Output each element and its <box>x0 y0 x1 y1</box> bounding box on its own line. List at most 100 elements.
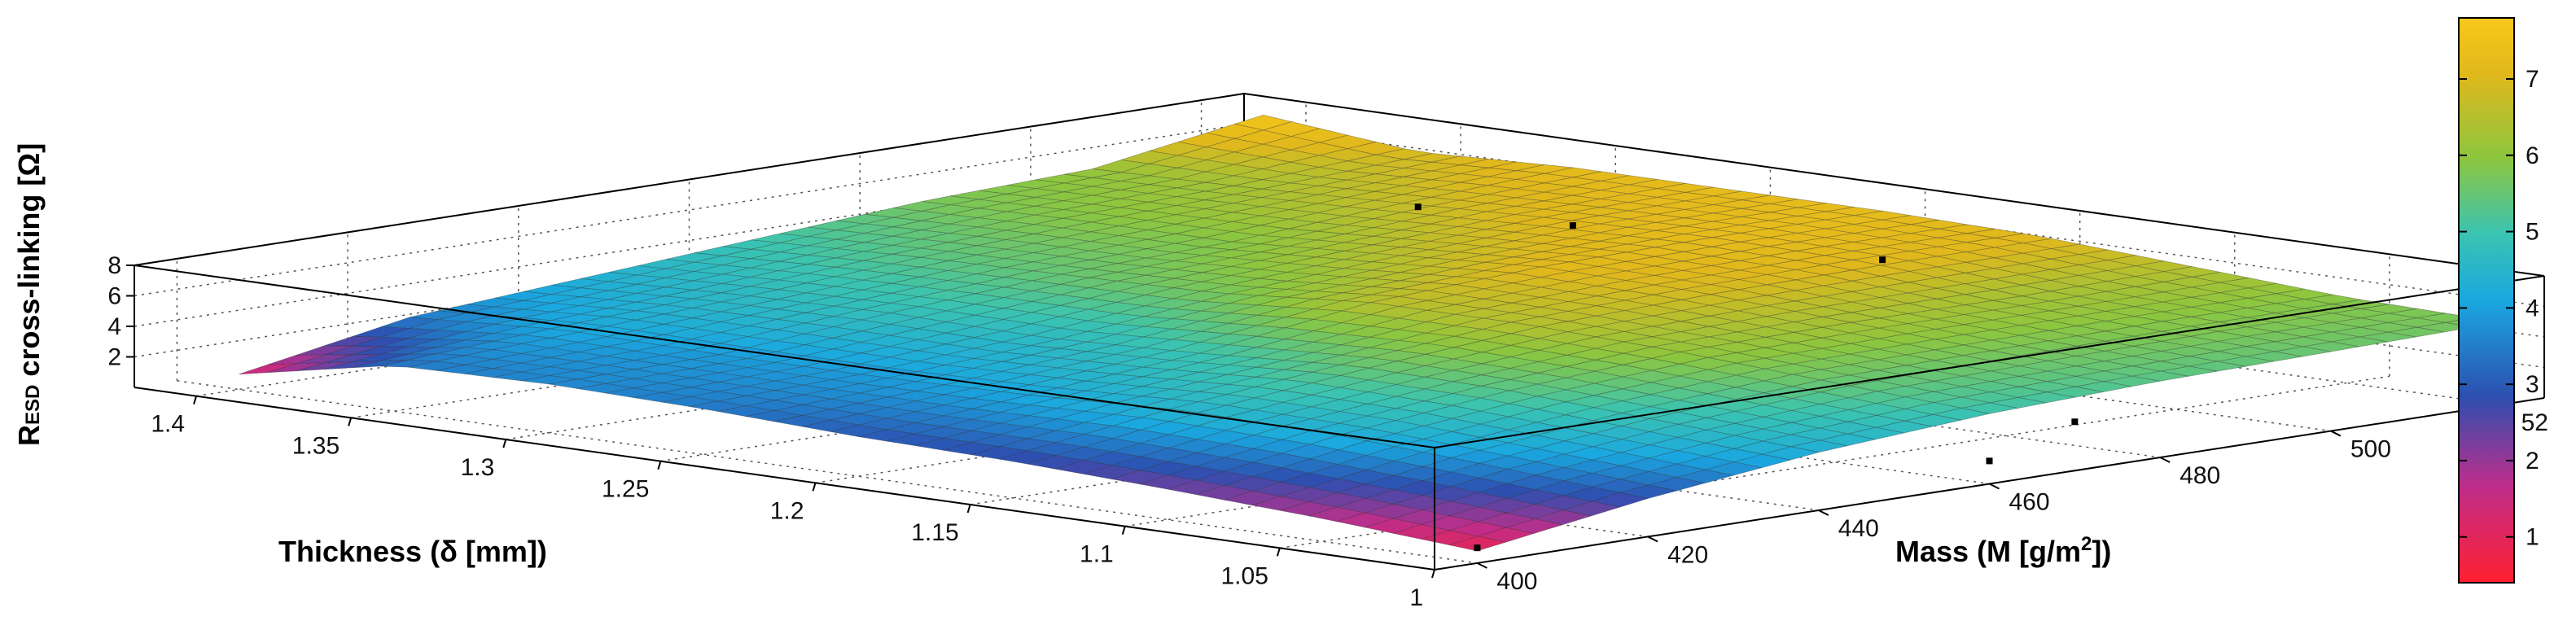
surface-cell <box>1233 179 1290 190</box>
surface-cell <box>1684 195 1741 205</box>
y-tick-label: 52 <box>2521 409 2548 436</box>
surface-cell <box>438 304 495 314</box>
colorbar-tick-label: 4 <box>2526 295 2539 321</box>
surface-cell <box>1195 485 1253 501</box>
surface-cell <box>1198 394 1255 406</box>
y-tick-mark <box>2159 457 2171 463</box>
data-point <box>1879 256 1886 264</box>
grid-line <box>1030 247 2331 432</box>
surface-cell <box>1255 369 1312 380</box>
surface-cell <box>2162 316 2219 327</box>
surface-cell <box>1343 244 1401 254</box>
surface-cell <box>1796 228 1854 238</box>
surface-cell <box>1144 298 1202 309</box>
box-edge <box>134 265 1435 448</box>
surface-cell <box>1290 177 1347 186</box>
surface-cell <box>1229 286 1286 296</box>
surface-cell <box>1854 210 1911 221</box>
surface-cell <box>1403 161 1461 172</box>
surface-cell <box>1317 197 1374 208</box>
surface-cell <box>830 424 887 437</box>
surface-cell <box>1430 190 1487 201</box>
surface-cell <box>1656 200 1713 210</box>
surface-cell <box>1005 214 1063 225</box>
y-tick-label: 400 <box>1496 568 1537 595</box>
surface-cell <box>1938 224 1996 234</box>
y-axis-label: Mass (M [g/m2]) <box>1895 533 2111 568</box>
surface-cell <box>295 361 353 372</box>
surface-cell <box>1507 448 1565 462</box>
y-tick-mark <box>1476 562 1487 569</box>
surface-cell <box>689 400 747 412</box>
surface-cell <box>1119 220 1176 230</box>
surface-cell <box>977 221 1035 231</box>
x-tick-mark <box>1121 526 1126 535</box>
surface-cell <box>1485 240 1542 250</box>
surface-cell <box>1282 383 1340 396</box>
surface-cell <box>893 201 950 212</box>
surface-cell <box>1739 237 1797 247</box>
surface-cell <box>1597 251 1655 262</box>
z-axis-label-sub: ESD <box>22 385 44 425</box>
surface-cell <box>1089 271 1146 282</box>
surface-cell <box>1338 403 1396 417</box>
surface-cell <box>1226 386 1284 399</box>
x-tick-label: 1.25 <box>602 476 649 503</box>
surface-cell <box>1515 182 1573 193</box>
surface-cell <box>1542 229 1599 239</box>
surface-cell <box>2274 346 2331 357</box>
surface-cell <box>607 310 664 321</box>
surface-cell <box>948 245 1005 256</box>
surface-cell <box>1544 167 1601 178</box>
surface-cell <box>1343 278 1400 287</box>
surface-cell <box>1400 249 1457 259</box>
surface-cell <box>1342 294 1400 304</box>
surface-cell <box>1347 164 1404 175</box>
surface-cell <box>1848 380 1906 392</box>
surface-cell <box>1539 321 1596 333</box>
surface-cell <box>1627 221 1684 231</box>
surface-cell <box>1197 404 1255 418</box>
surface-cell <box>1195 470 1253 487</box>
surface-cell <box>830 402 887 414</box>
x-tick-mark <box>348 418 353 426</box>
surface-cell <box>1459 167 1517 177</box>
x-tick-mark <box>966 504 971 514</box>
x-tick-mark <box>193 396 198 404</box>
surface-cell <box>718 367 776 378</box>
surface-cell <box>1056 410 1114 423</box>
data-point <box>1414 203 1422 211</box>
surface-cell <box>1257 288 1315 298</box>
surface-cell <box>1028 377 1086 389</box>
z-axis-label-main: R <box>12 425 46 446</box>
surface-cell <box>1544 186 1601 196</box>
surface-cell <box>1628 205 1685 215</box>
surface-cell <box>2162 306 2219 317</box>
surface-cell <box>1824 250 1882 260</box>
surface-cell <box>1308 478 1366 494</box>
x-axis-label: Thickness (δ [mm]) <box>278 535 547 568</box>
surface-cell <box>1205 175 1262 186</box>
surface-cell <box>1233 168 1290 181</box>
surface-cell <box>1262 136 1320 151</box>
surface-cell <box>1115 326 1172 338</box>
surface-cell <box>1592 452 1649 466</box>
grid-line <box>177 380 1478 564</box>
surface-cell <box>1088 301 1145 314</box>
surface-cell <box>1373 194 1431 204</box>
surface-cell <box>1317 188 1375 199</box>
surface-cell <box>922 195 979 206</box>
surface-cell <box>1481 368 1538 380</box>
surface-cell <box>1431 155 1489 166</box>
axes-box-front <box>134 265 2545 571</box>
surface-cell <box>1399 273 1457 283</box>
surface-cell <box>1002 323 1059 336</box>
surface-cell <box>520 375 577 385</box>
surface-cell <box>1398 309 1455 322</box>
surface-cell <box>1204 185 1262 195</box>
surface-cell <box>946 314 1003 327</box>
x-tick-label: 1.15 <box>911 519 958 546</box>
surface-cell <box>436 339 494 348</box>
surface-cell <box>1174 247 1232 256</box>
surface-cell <box>944 397 1001 409</box>
